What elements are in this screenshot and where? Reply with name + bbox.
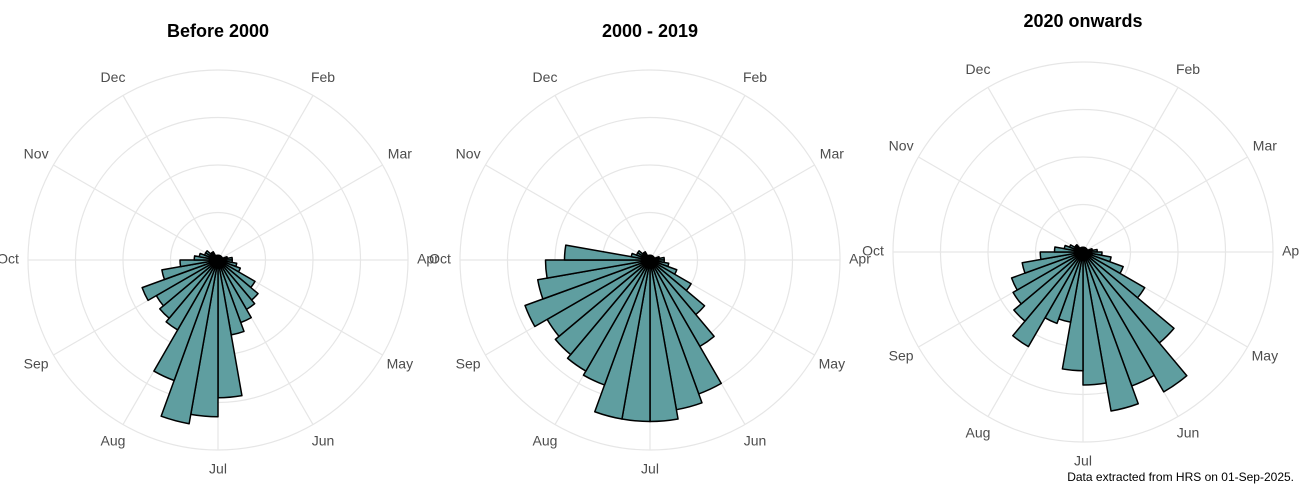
angle-tick-label: Mar: [1253, 138, 1277, 154]
chart-title: Before 2000: [167, 21, 269, 41]
grid-spoke: [485, 164, 651, 261]
angle-tick-label: Mar: [820, 146, 844, 162]
bar: [1010, 251, 1084, 291]
angle-tick-label: Oct: [862, 243, 884, 259]
angle-tick-label: Apr: [1282, 243, 1300, 259]
bar: [165, 259, 219, 331]
grid-spoke: [217, 164, 383, 261]
grid-spoke: [122, 95, 219, 261]
bar: [1012, 251, 1084, 348]
grid-spoke: [1082, 156, 1248, 253]
bar: [161, 259, 219, 281]
grid-spoke: [1082, 87, 1179, 253]
angle-tick-label: May: [819, 356, 845, 372]
bar: [536, 259, 651, 300]
angle-tick-label: Dec: [101, 69, 126, 85]
angle-tick-label: Jul: [641, 461, 659, 477]
angle-tick-label: Sep: [889, 348, 914, 364]
bar: [648, 254, 651, 261]
bar: [216, 254, 219, 261]
bar: [554, 259, 651, 356]
angle-tick-label: Dec: [966, 61, 991, 77]
grid-spoke: [554, 95, 651, 261]
bar: [153, 259, 219, 382]
bar: [563, 244, 651, 261]
bar: [1082, 251, 1139, 412]
angle-tick-label: Nov: [24, 146, 49, 162]
grid-spoke: [53, 164, 219, 261]
bar: [1081, 246, 1084, 253]
bar: [524, 259, 651, 328]
angle-tick-label: Nov: [889, 138, 914, 154]
bar: [1082, 251, 1188, 393]
angle-tick-label: Sep: [24, 356, 49, 372]
angle-tick-label: Dec: [533, 69, 558, 85]
bar: [1039, 251, 1084, 261]
angle-tick-label: Sep: [456, 356, 481, 372]
caption: Data extracted from HRS on 01-Sep-2025.: [1067, 470, 1294, 484]
angle-tick-label: Nov: [456, 146, 481, 162]
angle-tick-label: Jun: [1177, 425, 1200, 441]
chart-title: 2000 - 2019: [602, 21, 698, 41]
angle-tick-label: Feb: [311, 69, 335, 85]
angle-tick-label: Oct: [429, 251, 451, 267]
bar: [544, 259, 651, 279]
angle-tick-label: Jul: [209, 461, 227, 477]
angle-tick-label: Feb: [1176, 61, 1200, 77]
grid-spoke: [649, 95, 746, 261]
bar: [141, 259, 219, 302]
bar: [1012, 251, 1084, 305]
bar: [179, 259, 219, 268]
grid-spoke: [918, 156, 1084, 253]
angle-tick-label: Aug: [533, 433, 558, 449]
angle-tick-label: May: [1252, 348, 1278, 364]
bar: [1082, 251, 1107, 386]
bar: [582, 259, 651, 386]
angle-tick-label: Jul: [1074, 453, 1092, 469]
angle-tick-label: Apr: [417, 251, 439, 267]
angle-tick-label: May: [387, 356, 413, 372]
angle-tick-label: Jun: [312, 433, 335, 449]
bar: [1013, 251, 1084, 322]
angle-tick-label: Oct: [0, 251, 19, 267]
angle-tick-label: Apr: [849, 251, 871, 267]
grid-spoke: [217, 95, 314, 261]
bar: [159, 259, 219, 319]
angle-tick-label: Feb: [743, 69, 767, 85]
bar: [566, 259, 651, 372]
angle-tick-label: Aug: [966, 425, 991, 441]
grid-spoke: [649, 164, 815, 261]
angle-tick-label: Aug: [101, 433, 126, 449]
angle-tick-label: Mar: [388, 146, 412, 162]
grid-spoke: [987, 87, 1084, 253]
bar: [1021, 251, 1084, 274]
chart-title: 2020 onwards: [1023, 11, 1142, 31]
angle-tick-label: Jun: [744, 433, 767, 449]
